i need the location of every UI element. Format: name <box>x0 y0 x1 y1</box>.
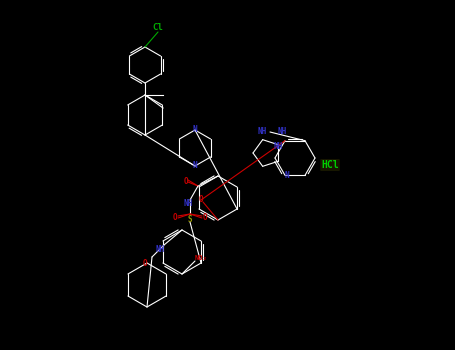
Text: O: O <box>199 196 203 204</box>
Text: N: N <box>285 171 289 180</box>
Text: NH: NH <box>155 245 165 253</box>
Text: NH: NH <box>183 199 192 209</box>
Text: NH: NH <box>258 127 267 136</box>
Text: NO₂: NO₂ <box>195 255 207 261</box>
Text: O: O <box>202 212 207 222</box>
Text: N: N <box>192 161 197 170</box>
Text: S: S <box>187 216 192 224</box>
Text: O: O <box>184 176 188 186</box>
Text: O: O <box>143 259 147 267</box>
Text: NH: NH <box>274 142 283 151</box>
Text: N: N <box>192 126 197 134</box>
Text: Cl: Cl <box>152 23 163 33</box>
Text: O: O <box>173 212 177 222</box>
Text: HCl: HCl <box>321 160 339 170</box>
Text: NH: NH <box>278 127 287 136</box>
